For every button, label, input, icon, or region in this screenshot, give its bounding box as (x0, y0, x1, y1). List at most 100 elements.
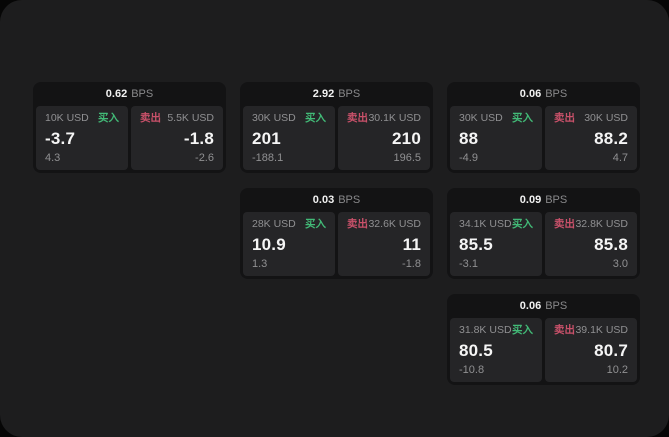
buy-size-label: 31.8K USD (459, 324, 512, 336)
buy-panel[interactable]: 30K USD 买入 201 -188.1 (243, 106, 335, 170)
bps-unit-label: BPS (545, 88, 568, 100)
buy-delta-value: -3.1 (459, 258, 478, 270)
buy-side-label: 买入 (305, 112, 326, 124)
buy-size-label: 10K USD (45, 112, 89, 124)
quote-panels: 28K USD 买入 10.9 1.3 卖出 32.6K USD 11 -1.8 (240, 210, 433, 279)
sell-panel-top: 卖出 32.6K USD (347, 218, 421, 230)
bps-unit-label: BPS (545, 194, 568, 206)
bps-value: 0.09 (519, 194, 542, 206)
buy-panel-top: 30K USD 买入 (252, 112, 326, 124)
buy-delta-value: -188.1 (252, 152, 284, 164)
bps-unit-label: BPS (338, 194, 361, 206)
buy-price-value: 88 (459, 128, 479, 148)
sell-price-value: 85.8 (594, 234, 628, 254)
quote-card: 0.03 BPS 28K USD 买入 10.9 1.3 卖出 32.6K US… (240, 188, 433, 279)
quote-board: 0.62 BPS 10K USD 买入 -3.7 4.3 卖出 5.5K USD… (33, 82, 640, 385)
buy-price-value: 201 (252, 128, 281, 148)
buy-price-value: -3.7 (45, 128, 76, 148)
sell-panel[interactable]: 卖出 32.8K USD 85.8 3.0 (545, 212, 637, 276)
quote-card: 2.92 BPS 30K USD 买入 201 -188.1 卖出 30.1K … (240, 82, 433, 173)
buy-panel-top: 30K USD 买入 (459, 112, 533, 124)
sell-size-label: 32.6K USD (368, 218, 421, 230)
sell-panel[interactable]: 卖出 32.6K USD 11 -1.8 (338, 212, 430, 276)
buy-price-value: 10.9 (252, 234, 286, 254)
sell-delta-value: -2.6 (195, 152, 214, 164)
sell-panel-top: 卖出 32.8K USD (554, 218, 628, 230)
sell-delta-value: 3.0 (612, 258, 628, 270)
sell-delta-value: 10.2 (606, 364, 628, 376)
bps-value: 0.06 (519, 300, 542, 312)
quote-panels: 30K USD 买入 201 -188.1 卖出 30.1K USD 210 1… (240, 104, 433, 173)
card-header: 0.62 BPS (33, 82, 226, 104)
sell-side-label: 卖出 (347, 218, 368, 230)
quote-card: 0.06 BPS 31.8K USD 买入 80.5 -10.8 卖出 39.1… (447, 294, 640, 385)
sell-panel-top: 卖出 39.1K USD (554, 324, 628, 336)
quote-panels: 34.1K USD 买入 85.5 -3.1 卖出 32.8K USD 85.8… (447, 210, 640, 279)
buy-size-label: 30K USD (252, 112, 296, 124)
sell-side-label: 卖出 (347, 112, 368, 124)
buy-side-label: 买入 (512, 324, 533, 336)
sell-side-label: 卖出 (554, 324, 575, 336)
sell-side-label: 卖出 (554, 218, 575, 230)
sell-size-label: 30K USD (584, 112, 628, 124)
buy-side-label: 买入 (305, 218, 326, 230)
sell-size-label: 5.5K USD (167, 112, 214, 124)
buy-price-value: 85.5 (459, 234, 493, 254)
sell-delta-value: -1.8 (402, 258, 421, 270)
bps-value: 0.03 (312, 194, 335, 206)
sell-panel[interactable]: 卖出 30K USD 88.2 4.7 (545, 106, 637, 170)
sell-price-value: 88.2 (594, 128, 628, 148)
sell-price-value: 11 (402, 234, 421, 254)
sell-panel-top: 卖出 5.5K USD (140, 112, 214, 124)
buy-side-label: 买入 (512, 112, 533, 124)
bps-unit-label: BPS (338, 88, 361, 100)
sell-size-label: 32.8K USD (575, 218, 628, 230)
sell-price-value: 210 (392, 128, 421, 148)
sell-price-value: -1.8 (183, 128, 214, 148)
sell-size-label: 30.1K USD (368, 112, 421, 124)
buy-size-label: 28K USD (252, 218, 296, 230)
buy-panel[interactable]: 34.1K USD 买入 85.5 -3.1 (450, 212, 542, 276)
sell-price-value: 80.7 (594, 340, 628, 360)
sell-size-label: 39.1K USD (575, 324, 628, 336)
quote-card: 0.09 BPS 34.1K USD 买入 85.5 -3.1 卖出 32.8K… (447, 188, 640, 279)
buy-panel-top: 10K USD 买入 (45, 112, 119, 124)
buy-size-label: 30K USD (459, 112, 503, 124)
buy-panel[interactable]: 31.8K USD 买入 80.5 -10.8 (450, 318, 542, 382)
buy-delta-value: 4.3 (45, 152, 61, 164)
buy-side-label: 买入 (98, 112, 119, 124)
bps-unit-label: BPS (131, 88, 154, 100)
quote-panels: 30K USD 买入 88 -4.9 卖出 30K USD 88.2 4.7 (447, 104, 640, 173)
card-header: 0.03 BPS (240, 188, 433, 210)
sell-delta-value: 4.7 (612, 152, 628, 164)
buy-delta-value: 1.3 (252, 258, 268, 270)
buy-size-label: 34.1K USD (459, 218, 512, 230)
sell-side-label: 卖出 (140, 112, 161, 124)
quote-card: 0.06 BPS 30K USD 买入 88 -4.9 卖出 30K USD 8… (447, 82, 640, 173)
bps-value: 2.92 (312, 88, 335, 100)
card-header: 2.92 BPS (240, 82, 433, 104)
sell-panel[interactable]: 卖出 30.1K USD 210 196.5 (338, 106, 430, 170)
buy-panel[interactable]: 28K USD 买入 10.9 1.3 (243, 212, 335, 276)
buy-panel[interactable]: 10K USD 买入 -3.7 4.3 (36, 106, 128, 170)
quote-panels: 31.8K USD 买入 80.5 -10.8 卖出 39.1K USD 80.… (447, 316, 640, 385)
bps-value: 0.62 (105, 88, 128, 100)
quote-card: 0.62 BPS 10K USD 买入 -3.7 4.3 卖出 5.5K USD… (33, 82, 226, 173)
sell-delta-value: 196.5 (393, 152, 421, 164)
buy-panel[interactable]: 30K USD 买入 88 -4.9 (450, 106, 542, 170)
card-header: 0.06 BPS (447, 294, 640, 316)
buy-panel-top: 34.1K USD 买入 (459, 218, 533, 230)
quote-panels: 10K USD 买入 -3.7 4.3 卖出 5.5K USD -1.8 -2.… (33, 104, 226, 173)
card-header: 0.06 BPS (447, 82, 640, 104)
sell-panel[interactable]: 卖出 39.1K USD 80.7 10.2 (545, 318, 637, 382)
card-header: 0.09 BPS (447, 188, 640, 210)
buy-delta-value: -10.8 (459, 364, 485, 376)
buy-panel-top: 31.8K USD 买入 (459, 324, 533, 336)
sell-panel-top: 卖出 30K USD (554, 112, 628, 124)
bps-value: 0.06 (519, 88, 542, 100)
buy-delta-value: -4.9 (459, 152, 478, 164)
sell-panel[interactable]: 卖出 5.5K USD -1.8 -2.6 (131, 106, 223, 170)
sell-side-label: 卖出 (554, 112, 575, 124)
sell-panel-top: 卖出 30.1K USD (347, 112, 421, 124)
